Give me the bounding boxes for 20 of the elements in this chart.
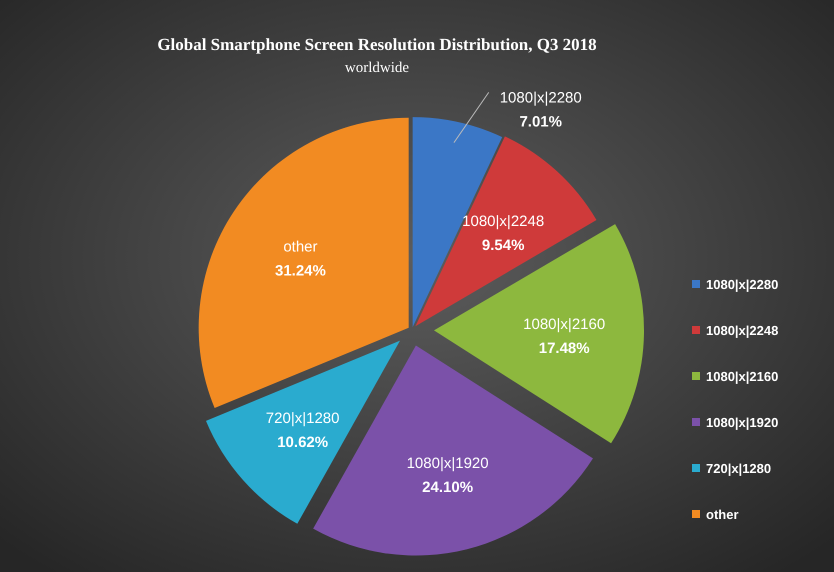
data-label: 10.62%	[277, 434, 328, 452]
data-label: 24.10%	[422, 478, 474, 496]
legend-label: 1080|x|2248	[706, 323, 778, 338]
legend-label: 1080|x|2280	[706, 277, 778, 292]
legend-label: 720|x|1280	[706, 461, 772, 476]
legend-label: other	[706, 507, 738, 522]
slice-label: other	[283, 238, 318, 256]
slice-label: 1080|x|2160	[523, 316, 606, 333]
slice-label: 1080|x|1920	[406, 454, 489, 472]
slice-label: 720|x|1280	[266, 410, 340, 428]
legend-label: 1080|x|2160	[706, 369, 778, 384]
data-label: 17.48%	[538, 340, 590, 357]
chart-subtitle: worldwide	[344, 60, 410, 76]
data-label: 7.01%	[519, 113, 562, 130]
data-label: 31.24%	[274, 262, 326, 280]
slice-label: 1080|x|2280	[500, 89, 582, 106]
legend-label: 1080|x|1920	[706, 415, 778, 430]
chart-title: Global Smartphone Screen Resolution Distribution, Q3 2018	[157, 35, 597, 54]
data-label: 9.54%	[482, 237, 524, 254]
slice-label: 1080|x|2248	[462, 213, 544, 230]
